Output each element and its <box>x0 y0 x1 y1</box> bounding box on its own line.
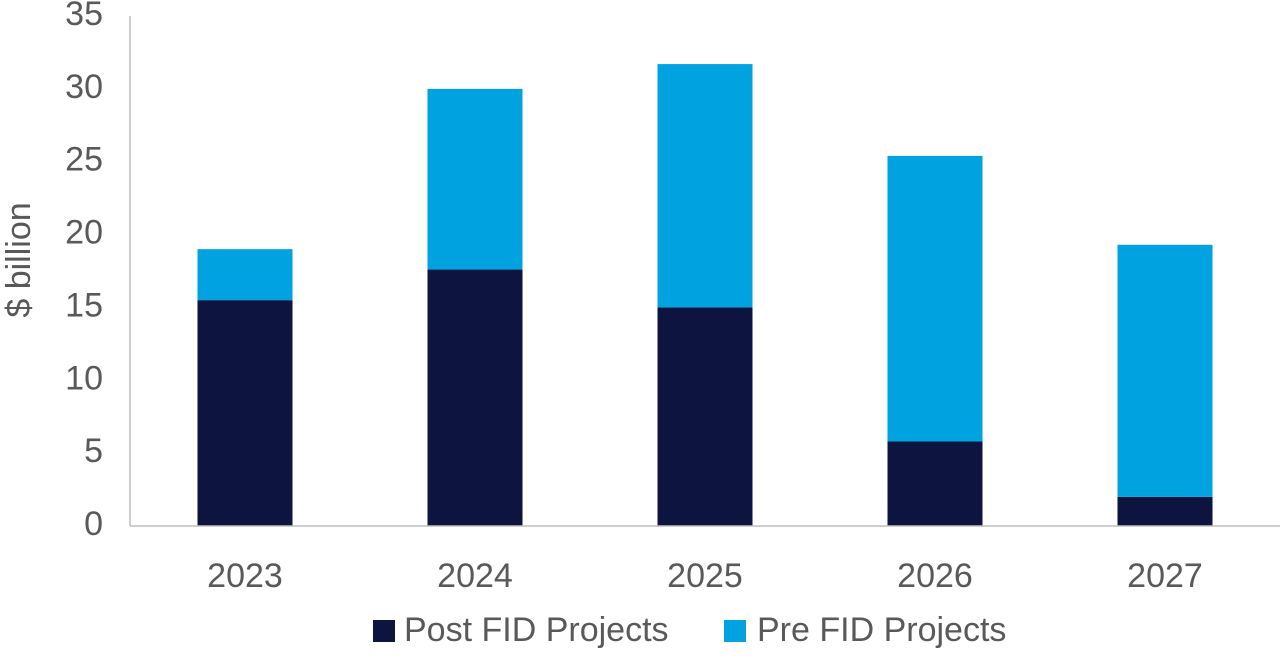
bar-pre-fid-2027 <box>1117 244 1213 497</box>
x-tick-label: 2023 <box>207 557 283 595</box>
y-tick-label: 35 <box>65 0 103 33</box>
bar-post-fid-2025 <box>657 307 753 526</box>
y-tick-label: 0 <box>84 505 103 543</box>
bar-post-fid-2024 <box>427 269 523 526</box>
legend-label: Pre FID Projects <box>757 611 1006 649</box>
x-tick-label: 2026 <box>897 557 973 595</box>
legend: Post FID Projects Pre FID Projects <box>373 611 1006 649</box>
y-tick-label: 10 <box>65 359 103 397</box>
y-tick-label: 20 <box>65 214 103 252</box>
x-tick-label: 2024 <box>437 557 513 595</box>
y-axis-title: $ billion <box>0 202 38 317</box>
bar-pre-fid-2026 <box>887 155 983 442</box>
legend-label: Post FID Projects <box>404 611 669 649</box>
bar-post-fid-2023 <box>197 300 293 526</box>
bar-post-fid-2026 <box>887 441 983 526</box>
y-tick-label: 25 <box>65 141 103 179</box>
y-tick-label: 5 <box>84 432 103 470</box>
x-tick-label: 2025 <box>667 557 743 595</box>
y-tick-label: 30 <box>65 68 103 106</box>
bar-pre-fid-2023 <box>197 249 293 301</box>
x-tick-label: 2027 <box>1127 557 1203 595</box>
legend-swatch-pre-fid <box>724 620 746 642</box>
bar-post-fid-2027 <box>1117 496 1213 526</box>
bar-pre-fid-2024 <box>427 88 523 270</box>
legend-swatch-post-fid <box>373 620 395 642</box>
y-tick-label: 15 <box>65 286 103 324</box>
bar-pre-fid-2025 <box>657 64 753 308</box>
